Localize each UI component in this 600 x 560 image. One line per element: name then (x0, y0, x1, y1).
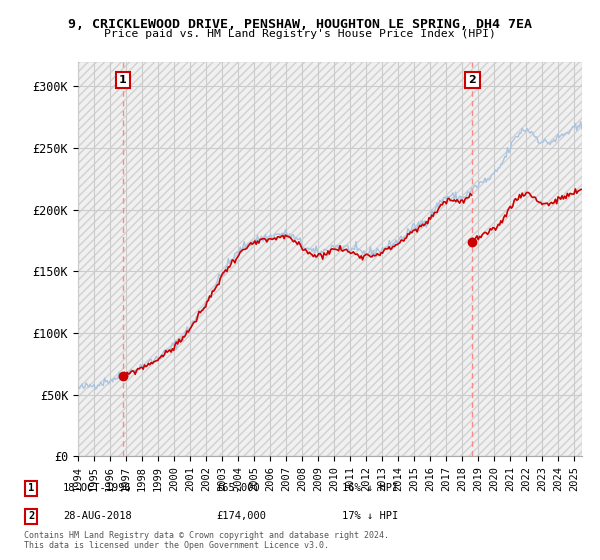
Text: Price paid vs. HM Land Registry's House Price Index (HPI): Price paid vs. HM Land Registry's House … (104, 29, 496, 39)
Text: 16% ↓ HPI: 16% ↓ HPI (342, 483, 398, 493)
Text: Contains HM Land Registry data © Crown copyright and database right 2024.
This d: Contains HM Land Registry data © Crown c… (24, 530, 389, 550)
Text: 2: 2 (469, 75, 476, 85)
Text: 9, CRICKLEWOOD DRIVE, PENSHAW, HOUGHTON LE SPRING, DH4 7EA: 9, CRICKLEWOOD DRIVE, PENSHAW, HOUGHTON … (68, 18, 532, 31)
Text: 1: 1 (119, 75, 127, 85)
Text: 18-OCT-1996: 18-OCT-1996 (63, 483, 132, 493)
Text: 28-AUG-2018: 28-AUG-2018 (63, 511, 132, 521)
Text: 1: 1 (28, 483, 34, 493)
Text: £65,000: £65,000 (216, 483, 260, 493)
Text: 17% ↓ HPI: 17% ↓ HPI (342, 511, 398, 521)
Text: 2: 2 (28, 511, 34, 521)
Text: £174,000: £174,000 (216, 511, 266, 521)
